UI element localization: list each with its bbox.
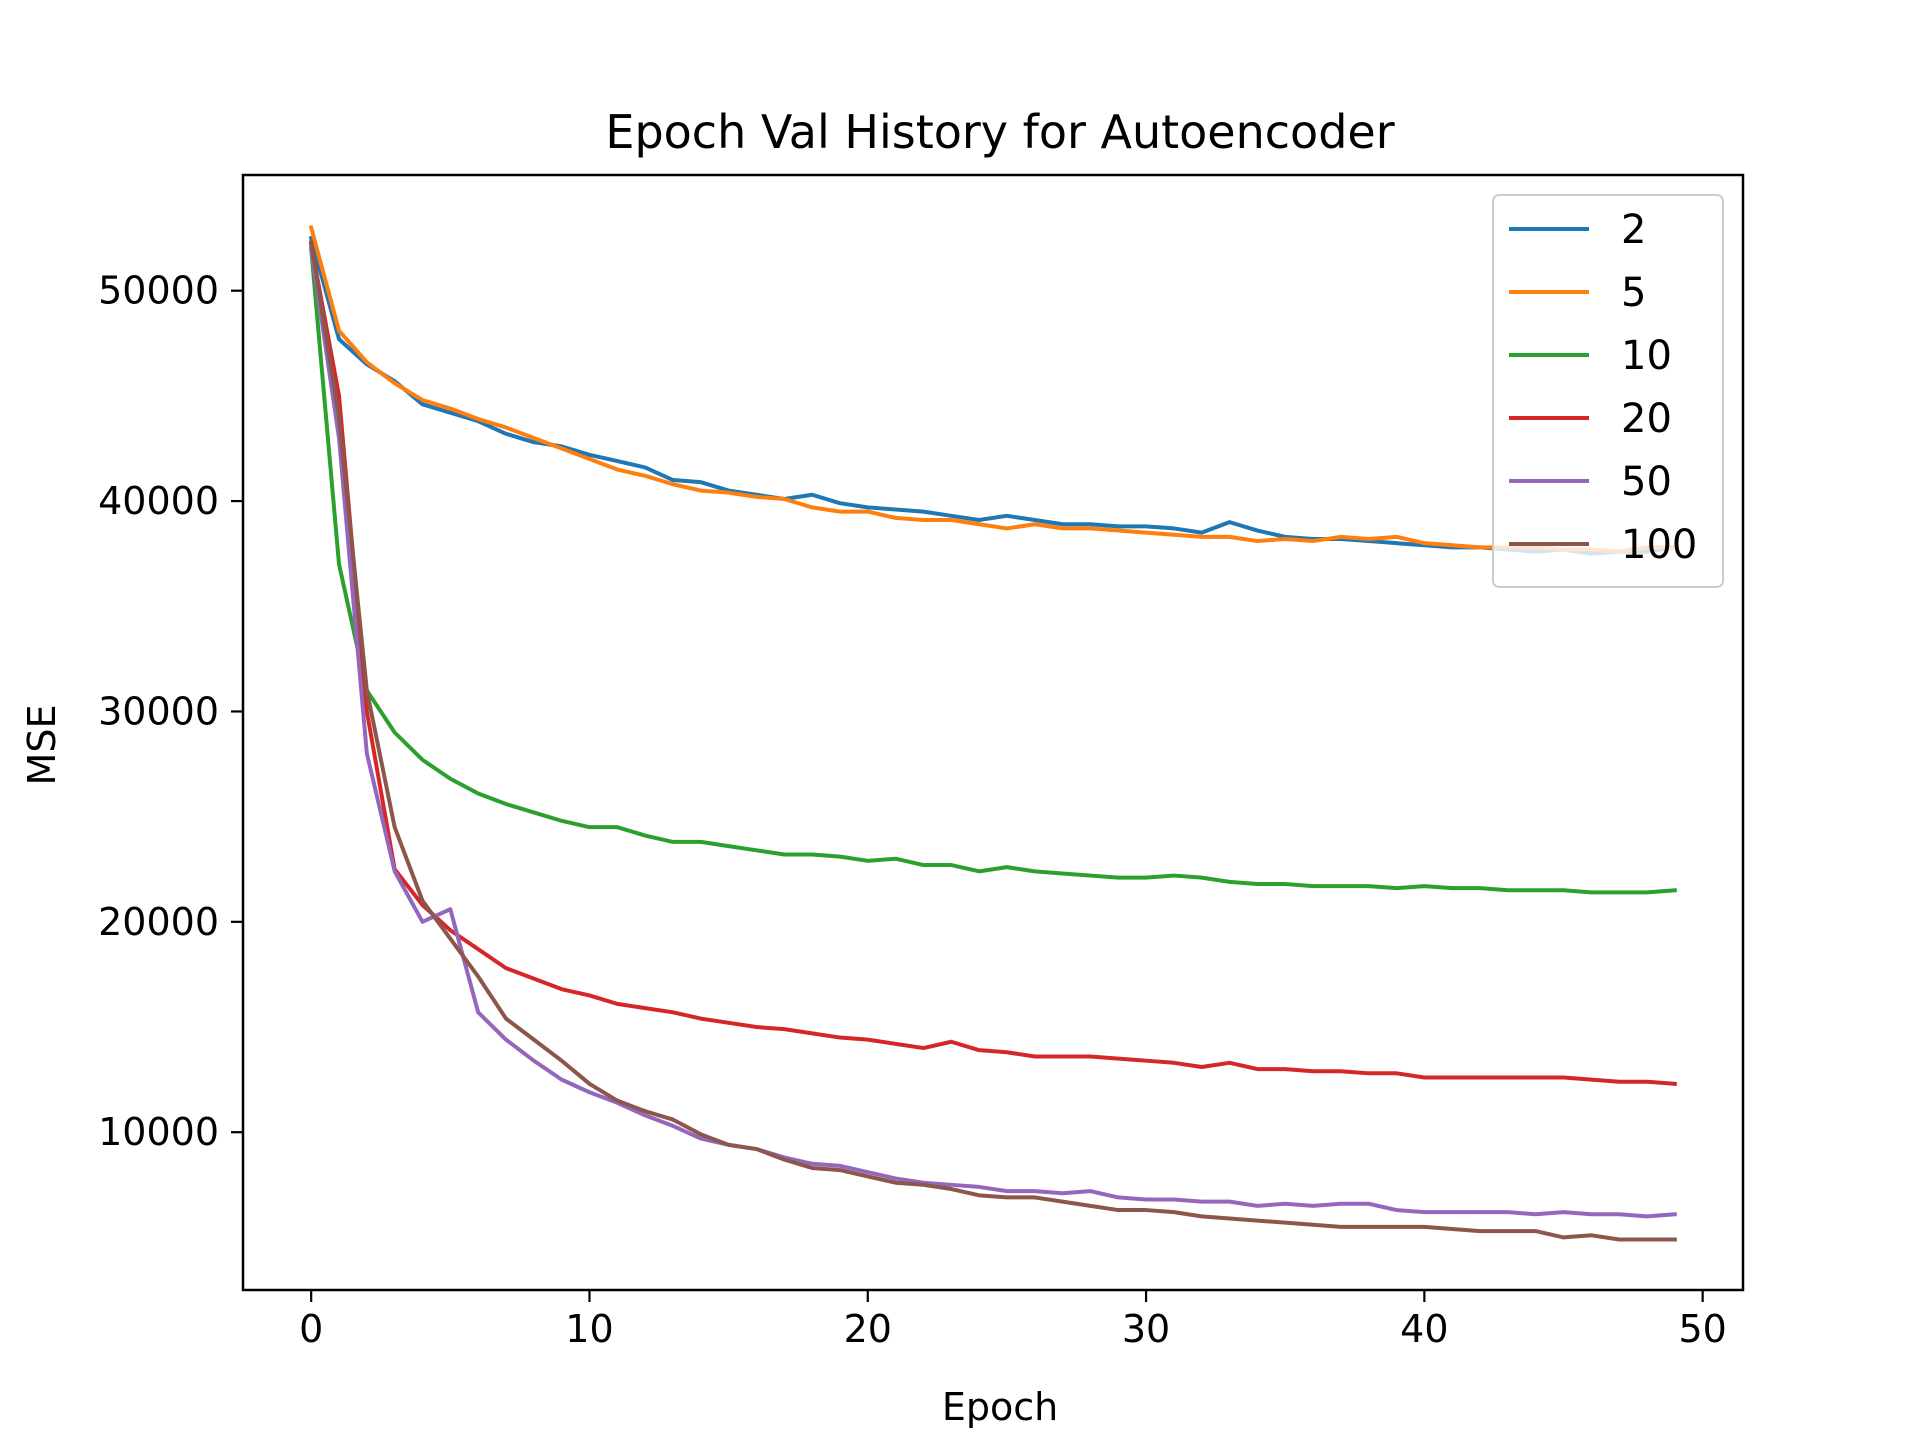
series-line-100 <box>308 240 1677 1242</box>
plot-area: 0 10 20 30 40 50 10000 20000 30000 40000 50000 <box>98 173 1745 1351</box>
y-axis-label: MSE <box>20 705 64 786</box>
chart-title: Epoch Val History for Autoencoder <box>605 105 1394 159</box>
y-tick-label-10000: 10000 <box>98 1110 219 1154</box>
x-axis-label: Epoch <box>942 1385 1058 1429</box>
x-tick-label-40: 40 <box>1400 1307 1448 1351</box>
x-tick-label-30: 30 <box>1122 1307 1170 1351</box>
legend: 2 5 10 20 50 100 <box>1492 194 1724 588</box>
legend-label-50: 50 <box>1621 459 1672 505</box>
y-tick-label-50000: 50000 <box>98 269 219 313</box>
legend-label-10: 10 <box>1621 333 1672 379</box>
series-line-10 <box>309 246 1677 895</box>
x-tick-label-20: 20 <box>844 1307 892 1351</box>
legend-label-100: 100 <box>1621 522 1697 568</box>
legend-label-5: 5 <box>1621 270 1646 316</box>
x-tick-label-10: 10 <box>565 1307 613 1351</box>
legend-label-20: 20 <box>1621 396 1672 442</box>
plot-frame <box>241 173 1745 1292</box>
series-line-5 <box>308 225 1677 554</box>
x-tick-label-50: 50 <box>1678 1307 1726 1351</box>
x-tick-label-0: 0 <box>299 1307 323 1351</box>
series-line-2 <box>308 235 1678 556</box>
y-tick-label-30000: 30000 <box>98 689 219 733</box>
series-line-20 <box>308 242 1677 1086</box>
legend-label-2: 2 <box>1621 207 1646 253</box>
y-tick-label-20000: 20000 <box>98 900 219 944</box>
series-line-50 <box>308 246 1677 1219</box>
y-tick-label-40000: 40000 <box>98 479 219 523</box>
